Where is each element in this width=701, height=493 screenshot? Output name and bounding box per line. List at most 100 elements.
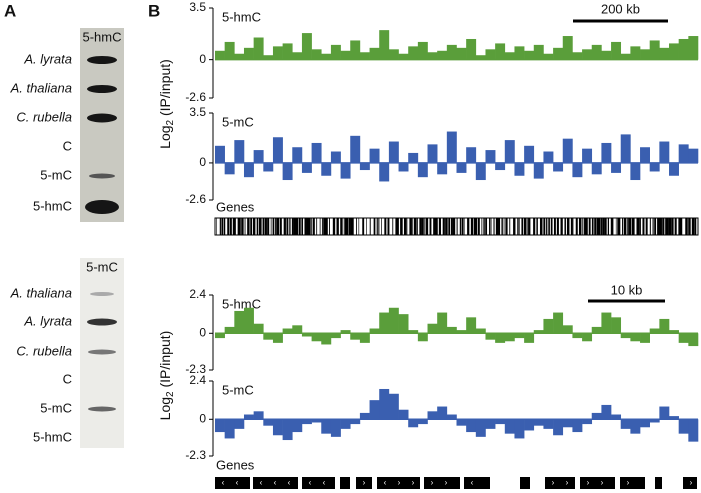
signal-bar [408,419,419,428]
gene [533,218,536,235]
signal-bar [611,162,622,173]
signal-bar [263,333,274,340]
signal-bar [272,333,283,343]
signal-bar [234,53,245,60]
gene [344,218,347,235]
track-name: 5-hmC [222,9,261,24]
signal-bar [611,414,622,420]
gene [631,218,635,235]
gene [671,218,674,235]
gene [321,218,323,235]
gene [442,218,445,235]
gene-strand: ‹ [260,478,263,487]
signal-bar [224,41,235,60]
y-axis-label-part: Log [157,125,173,148]
gene [229,218,232,235]
signal-bar [369,47,380,60]
gene-strand: ‹ [323,478,326,487]
signal-bar [292,419,303,433]
gene [424,477,460,489]
signal-bar [388,307,399,334]
signal-bar [330,333,341,339]
y-tick-label: 3.5 [189,0,206,14]
gene [560,218,563,235]
gene [373,218,376,235]
signal-bar [263,162,274,172]
signal-bar [301,33,312,60]
gene [509,218,511,235]
signal-bar [640,49,650,60]
signal-bar [398,53,409,60]
gene [482,218,484,235]
gene [612,218,614,235]
signal-bar [514,46,525,60]
gene [585,218,588,235]
gene-strand: › [627,478,630,487]
signal-bar [321,162,332,176]
signal-bar [292,147,303,163]
signal-bar [582,49,593,60]
gene [654,218,657,235]
signal-bar [321,419,332,434]
gene [467,218,470,235]
gene [253,477,298,489]
gene [277,218,280,235]
gene [323,218,326,235]
signal-bar [243,47,254,60]
signal-bar [533,162,544,179]
y-axis-label: Log2 (IP/input) [157,331,176,421]
signal-bar [495,333,506,343]
signal-bar [543,419,554,429]
signal-bar [408,152,419,163]
gene [301,218,304,235]
gene [501,218,503,235]
gene [659,218,662,235]
signal-bar [649,328,660,334]
gene [566,218,570,235]
signal-bar [553,47,564,60]
signal-bar [495,419,506,425]
gene [691,218,695,235]
gene [216,218,217,235]
signal-bar [301,162,312,173]
gene [244,218,246,235]
signal-bar [253,323,264,334]
signal-bar [263,419,274,426]
gene [525,218,527,235]
gene [678,218,681,235]
gene [267,218,270,235]
signal-bar [514,333,525,339]
signal-bar [572,419,583,433]
gene [456,218,458,235]
panel-label: A [4,1,16,20]
signal-bar [321,333,332,345]
signal-bar [301,333,312,337]
signal-bar [524,333,535,343]
signal-bar [427,52,438,60]
signal-bar [408,330,419,334]
gene [536,218,538,235]
gene [291,218,294,235]
signal-bar [437,312,448,334]
signal-bar [379,312,390,334]
gene [686,218,688,235]
gene [694,218,697,235]
gene [633,218,635,235]
lane-label: C. rubella [16,343,72,358]
gene [513,218,515,235]
y-tick-label: -2.6 [185,192,206,206]
gene [362,218,365,235]
signal-bar [379,162,390,182]
signal-bar [398,314,409,334]
gene [400,218,403,235]
signal-bar [630,162,641,181]
signal-bar [253,411,264,420]
signal-bar [417,162,428,178]
lane-label: 5-hmC [33,429,72,444]
y-tick-label: 0 [199,155,206,169]
signal-bar [678,333,689,343]
gene [529,218,531,235]
gene [484,218,485,235]
y-axis-label-part: 2 [165,391,176,397]
